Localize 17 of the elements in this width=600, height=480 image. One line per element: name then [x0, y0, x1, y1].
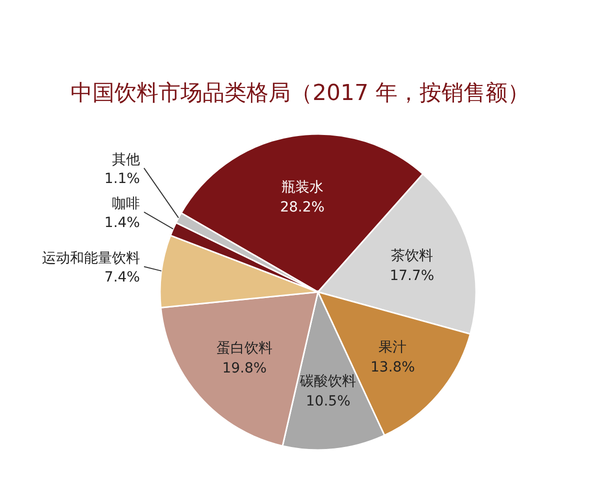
data-label: 10.5%	[306, 393, 350, 410]
data-label: 1.4%	[104, 215, 140, 232]
data-label: 19.8%	[222, 360, 267, 377]
slice-label: 果汁	[378, 339, 407, 356]
slice-label: 瓶装水	[281, 179, 324, 196]
data-label: 1.1%	[104, 171, 140, 188]
data-label: 28.2%	[280, 199, 325, 216]
chart-title: 中国饮料市场品类格局（2017 年，按销售额）	[70, 81, 530, 106]
data-label: 7.4%	[104, 270, 140, 286]
slice-label: 碳酸饮料	[299, 373, 356, 390]
data-label: 17.7%	[390, 268, 434, 284]
data-label: 13.8%	[370, 359, 415, 376]
slice-label: 茶饮料	[390, 248, 433, 264]
slice-label: 蛋白饮料	[216, 340, 272, 357]
slice-label: 运动和能量饮料	[42, 250, 140, 267]
slice-label: 其他	[112, 152, 140, 168]
slice-label: 咖啡	[112, 196, 140, 212]
